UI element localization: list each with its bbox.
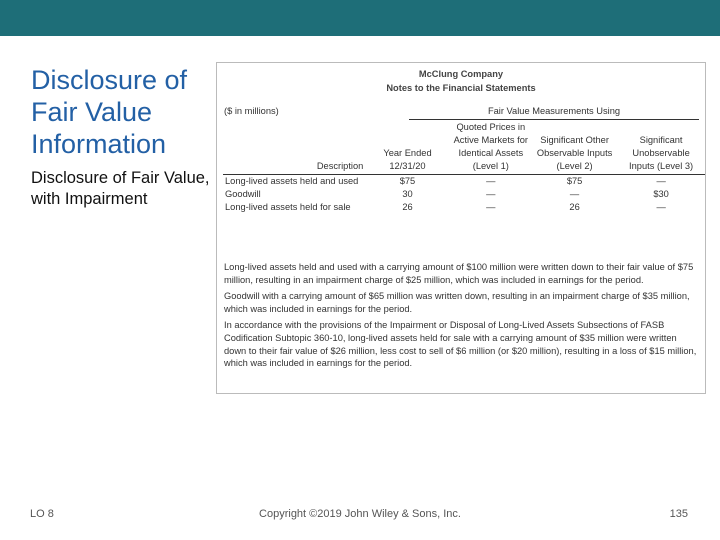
group-header: Fair Value Measurements Using [409,106,699,120]
column-header: Quoted Prices in Active Markets for Iden… [449,121,532,175]
note-paragraph: Goodwill with a carrying amount of $65 m… [224,291,690,314]
table-cell: Long-lived assets held for sale [225,202,351,212]
notes: Long-lived assets held and used with a c… [224,261,700,374]
learning-objective: LO 8 [30,508,54,520]
column-header: Significant Other Observable Inputs (Lev… [531,121,618,175]
table-cell: Long-lived assets held and used [225,176,359,186]
page-number: 135 [669,508,688,520]
table-cell: 30 [402,189,413,199]
table-cell: 26 [402,202,413,212]
slide-title: Disclosure of Fair Value Information [31,65,188,159]
table-cell: — [486,176,496,186]
column-header: Description [223,121,366,175]
company-name: McClung Company [418,69,504,79]
table-cell: — [486,202,496,212]
table-cell: — [656,176,666,186]
table-row: Goodwill 30 — — $30 [223,188,705,201]
header-band [0,0,720,36]
units: ($ in millions) [224,106,279,116]
slide-subtitle: Disclosure of Fair Value, with Impairmen… [31,169,210,208]
table-cell: 26 [569,202,580,212]
note-paragraph: In accordance with the provisions of the… [224,320,697,369]
table-cell: $75 [566,176,583,186]
table-row: Long-lived assets held and used $75 — $75 — [223,175,705,189]
fair-value-table: Description Year Ended 12/31/20 Quoted Pri… [223,121,705,214]
exhibit: McClung Company Notes to the Financial S… [216,62,706,394]
copyright: Copyright ©2019 John Wiley & Sons, Inc. [259,508,461,520]
note-paragraph: Long-lived assets held and used with a c… [224,262,694,285]
table-row: Long-lived assets held for sale 26 — 26 — [223,201,705,214]
table-cell: — [569,189,580,199]
table-cell: $75 [399,176,416,186]
table-cell: Goodwill [225,189,261,199]
column-header: Year Ended 12/31/20 [365,121,450,175]
table-cell: — [656,202,666,212]
table-cell: — [486,189,496,199]
column-header: Significant Unobservable Inputs (Level 3… [617,121,705,175]
exhibit-heading: Notes to the Financial Statements [386,83,536,93]
table-cell: $30 [653,189,669,199]
